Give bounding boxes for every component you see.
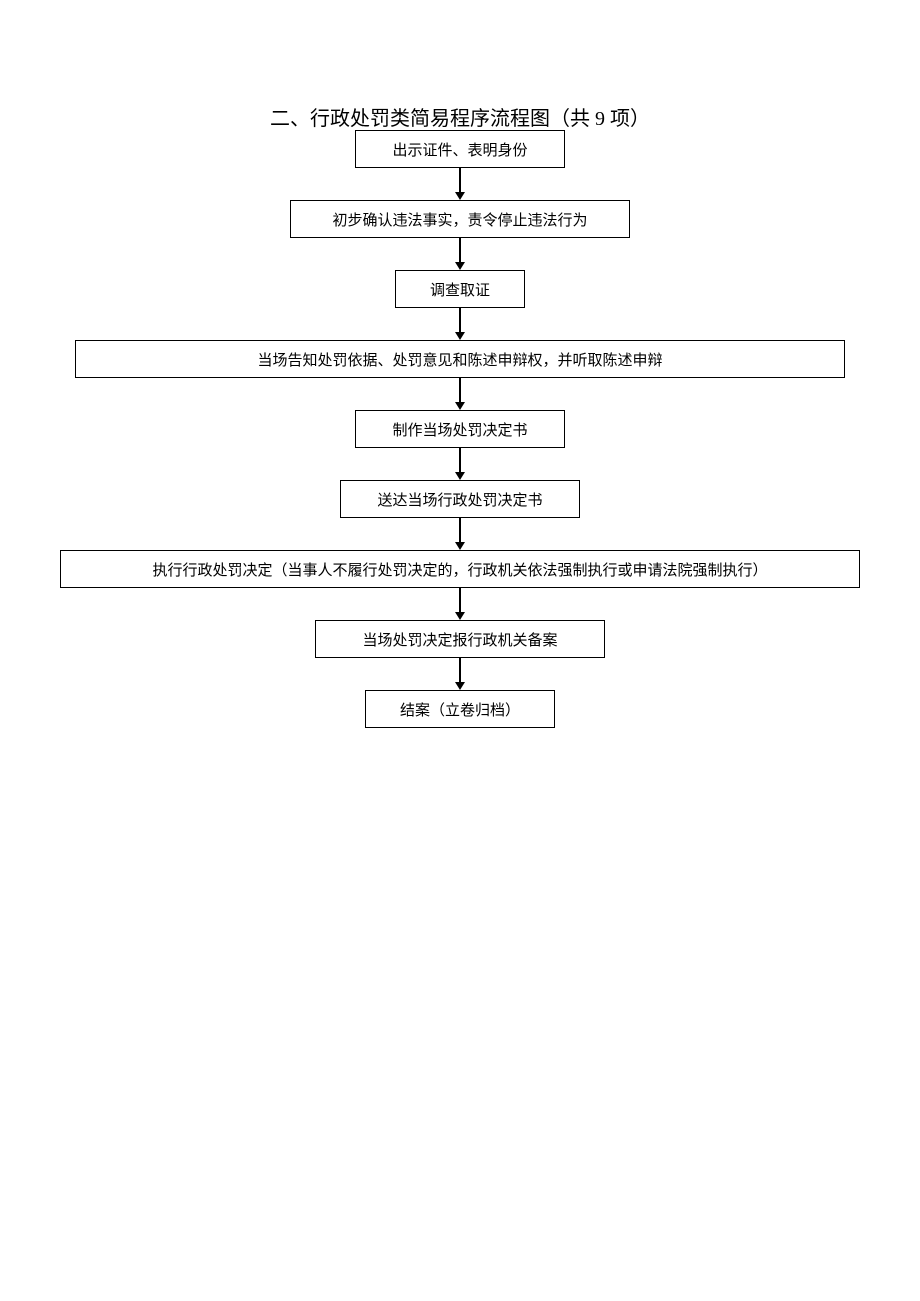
flowchart-node-label: 结案（立卷归档） — [400, 699, 520, 720]
flowchart-node-label: 当场处罚决定报行政机关备案 — [362, 629, 557, 650]
arrow-line — [459, 168, 461, 192]
arrow-head-icon — [455, 542, 465, 550]
arrow-head-icon — [455, 332, 465, 340]
arrow-head-icon — [455, 402, 465, 410]
arrow-line — [459, 448, 461, 472]
flowchart-node-label: 初步确认违法事实，责令停止违法行为 — [332, 209, 587, 230]
arrow-line — [459, 658, 461, 682]
flowchart-node-n1: 出示证件、表明身份 — [355, 130, 565, 168]
flowchart-node-n9: 结案（立卷归档） — [365, 690, 555, 728]
flowchart-arrow — [455, 448, 465, 480]
flowchart-node-n5: 制作当场处罚决定书 — [355, 410, 565, 448]
page-title: 二、行政处罚类简易程序流程图（共 9 项） — [0, 102, 920, 131]
flowchart-arrow — [455, 588, 465, 620]
flowchart-node-n6: 送达当场行政处罚决定书 — [340, 480, 580, 518]
flowchart-arrow — [455, 168, 465, 200]
arrow-head-icon — [455, 612, 465, 620]
flowchart-arrow — [455, 378, 465, 410]
flowchart-node-n8: 当场处罚决定报行政机关备案 — [315, 620, 605, 658]
flowchart-container: 出示证件、表明身份初步确认违法事实，责令停止违法行为调查取证当场告知处罚依据、处… — [60, 130, 860, 728]
flowchart-arrow — [455, 238, 465, 270]
flowchart-node-label: 调查取证 — [430, 279, 490, 300]
arrow-line — [459, 238, 461, 262]
arrow-line — [459, 518, 461, 542]
arrow-line — [459, 308, 461, 332]
flowchart-node-label: 出示证件、表明身份 — [392, 139, 527, 160]
flowchart-node-n2: 初步确认违法事实，责令停止违法行为 — [290, 200, 630, 238]
arrow-head-icon — [455, 682, 465, 690]
flowchart-arrow — [455, 658, 465, 690]
flowchart-node-label: 制作当场处罚决定书 — [392, 419, 527, 440]
flowchart-arrow — [455, 518, 465, 550]
flowchart-node-label: 送达当场行政处罚决定书 — [377, 489, 542, 510]
flowchart-arrow — [455, 308, 465, 340]
arrow-head-icon — [455, 192, 465, 200]
flowchart-node-n3: 调查取证 — [395, 270, 525, 308]
arrow-line — [459, 378, 461, 402]
arrow-line — [459, 588, 461, 612]
flowchart-node-n4: 当场告知处罚依据、处罚意见和陈述申辩权，并听取陈述申辩 — [75, 340, 845, 378]
flowchart-node-label: 当场告知处罚依据、处罚意见和陈述申辩权，并听取陈述申辩 — [257, 349, 662, 370]
flowchart-node-n7: 执行行政处罚决定（当事人不履行处罚决定的，行政机关依法强制执行或申请法院强制执行… — [60, 550, 860, 588]
arrow-head-icon — [455, 472, 465, 480]
arrow-head-icon — [455, 262, 465, 270]
flowchart-node-label: 执行行政处罚决定（当事人不履行处罚决定的，行政机关依法强制执行或申请法院强制执行… — [152, 559, 767, 580]
